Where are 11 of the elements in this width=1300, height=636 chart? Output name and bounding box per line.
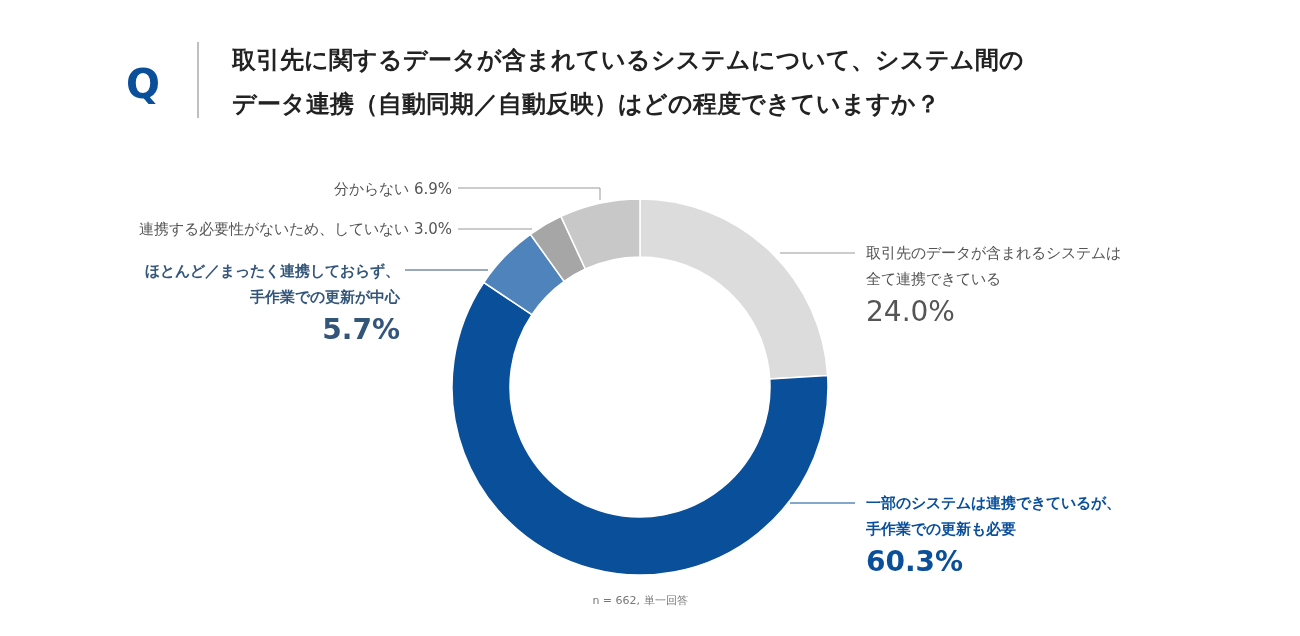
slice-label: 連携する必要性がないため、していない 3.0% — [139, 219, 452, 240]
slice-label: 一部のシステムは連携できているが、手作業での更新も必要 — [866, 493, 1122, 540]
text: Q — [125, 61, 161, 107]
text: n = 662, 単一回答 — [592, 594, 688, 607]
chart-title: 取引先に関するデータが含まれているシステムについて、システム間のデータ連携（自動同期／自動反映）はどの程度できていますか？ — [232, 45, 1025, 120]
data-label: 24.0% — [866, 294, 956, 330]
slice-label: 分からない 6.9% — [334, 179, 452, 200]
slice-label: ほとんど／まったく連携しておらず、手作業での更新が中心 — [144, 261, 400, 308]
data-label: 60.3% — [866, 544, 965, 580]
slice-label: 取引先のデータが含まれるシステムは全て連携できている — [866, 243, 1122, 290]
data-label: 5.7% — [321, 312, 400, 348]
